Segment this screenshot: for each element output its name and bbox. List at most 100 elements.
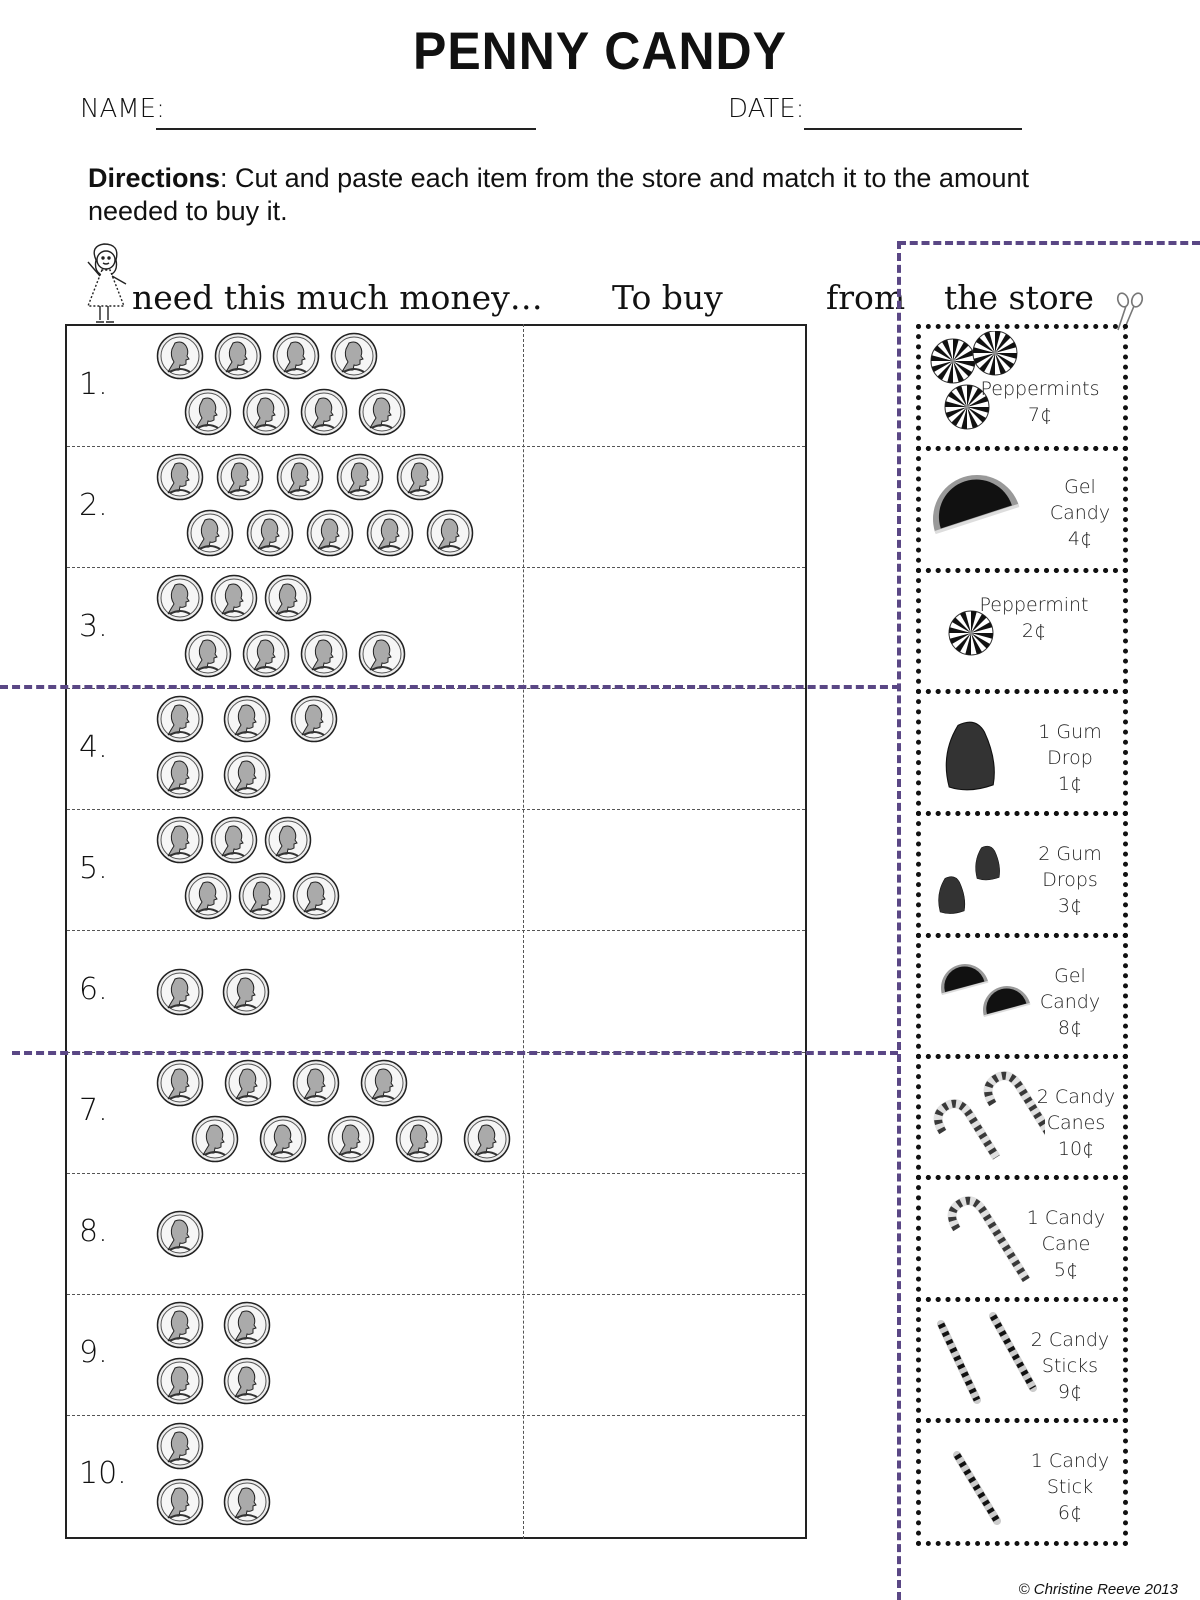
penny-icon (210, 574, 258, 622)
penny-icon (336, 453, 384, 501)
table-row: 10. (67, 1416, 805, 1537)
table-row: 8. (67, 1174, 805, 1295)
header-store: the store (944, 278, 1094, 317)
header-money: need this much money… (132, 278, 543, 317)
row-number: 5. (79, 850, 108, 886)
table-row: 6. (67, 932, 805, 1053)
penny-icon (223, 1301, 271, 1349)
cut-line-vertical (897, 241, 901, 1600)
table-row: 4. (67, 689, 807, 811)
row-number: 10. (79, 1456, 127, 1492)
penny-icon (395, 1115, 443, 1163)
penny-icon (259, 1115, 307, 1163)
gel-candy-icon (933, 475, 1020, 535)
penny-icon (360, 1059, 408, 1107)
penny-icon (186, 509, 234, 557)
paste-slot[interactable] (526, 932, 807, 1052)
penny-icon (156, 751, 204, 799)
store-item-label: Peppermints 7¢ (980, 378, 1100, 426)
penny-icon (156, 695, 204, 743)
penny-icon (242, 388, 290, 436)
store-item-label: Peppermint 2¢ (979, 594, 1089, 642)
penny-icon (156, 1301, 204, 1349)
candy-stick-icon (953, 1451, 1001, 1525)
penny-icon (264, 816, 312, 864)
store-item-label: 1 Gum Drop 1¢ (1038, 721, 1102, 795)
penny-icon (216, 453, 264, 501)
penny-icon (272, 332, 320, 380)
date-field[interactable] (804, 128, 1022, 130)
header-to-buy: To buy (612, 278, 723, 317)
penny-icon (264, 574, 312, 622)
store-item-label: 1 Candy Cane 5¢ (1026, 1207, 1106, 1281)
penny-icon (292, 1059, 340, 1107)
gel-candies-icon (941, 964, 1031, 1018)
penny-icon (327, 1115, 375, 1163)
store-item[interactable] (916, 1418, 1128, 1546)
penny-icon (358, 630, 406, 678)
penny-icon (223, 695, 271, 743)
table-row: 5. (67, 810, 807, 932)
store-item-label: 1 Candy Stick 6¢ (1030, 1450, 1110, 1524)
penny-icon (366, 509, 414, 557)
penny-icon (156, 574, 204, 622)
row-number: 4. (79, 729, 108, 765)
row-number: 8. (79, 1214, 108, 1250)
penny-icon (156, 332, 204, 380)
paste-slot[interactable] (526, 810, 807, 930)
penny-icon (463, 1115, 511, 1163)
penny-icon (426, 509, 474, 557)
store-item-label: 2 Gum Drops 3¢ (1038, 843, 1102, 917)
paste-slot[interactable] (526, 689, 807, 809)
paste-slot[interactable] (526, 1416, 807, 1537)
peppermint-icon (948, 610, 994, 656)
penny-icon (292, 872, 340, 920)
penny-icon (300, 388, 348, 436)
row-number: 3. (79, 608, 108, 644)
penny-icon (242, 630, 290, 678)
penny-icon (156, 1422, 204, 1470)
penny-icon (224, 1059, 272, 1107)
paste-slot[interactable] (526, 568, 807, 688)
table-row: 1. (67, 326, 807, 448)
paste-slot[interactable] (526, 447, 807, 567)
penny-icon (191, 1115, 239, 1163)
date-label: DATE: (728, 94, 805, 124)
page-title: PENNY CANDY (412, 21, 788, 81)
name-field[interactable] (156, 128, 536, 130)
paste-slot[interactable] (526, 1174, 807, 1294)
penny-icon (156, 1059, 204, 1107)
row-number: 1. (79, 366, 108, 402)
table-row: 2. (67, 447, 807, 569)
store-item-label: 2 Candy Canes 10¢ (1036, 1086, 1116, 1160)
paste-slot[interactable] (526, 1295, 807, 1415)
paste-slot[interactable] (526, 326, 807, 446)
row-number: 6. (79, 972, 108, 1008)
penny-icon (156, 1210, 204, 1258)
penny-icon (184, 630, 232, 678)
table-row: 7. (67, 1053, 805, 1174)
store-item[interactable] (916, 1054, 1128, 1180)
penny-icon (330, 332, 378, 380)
penny-icon (156, 1357, 204, 1405)
girl-figure-icon (86, 243, 127, 323)
penny-icon (276, 453, 324, 501)
name-label: NAME: (80, 94, 165, 124)
directions-label: Directions (88, 163, 221, 193)
store-item-label: Gel Candy 8¢ (1039, 965, 1101, 1039)
column-divider (523, 324, 524, 1539)
penny-icon (214, 332, 262, 380)
gum-drop-icon (945, 721, 995, 791)
table-row: 3. (67, 568, 807, 690)
directions: Directions: Cut and paste each item from… (88, 162, 1078, 228)
money-table: 1. 2. 3. 4. 5. 6. 7. 8. 9. 10. (65, 324, 807, 1539)
directions-text: : Cut and paste each item from the store… (88, 163, 1029, 226)
paste-slot[interactable] (526, 1053, 807, 1173)
penny-icon (246, 509, 294, 557)
penny-icon (210, 816, 258, 864)
store-item-label: 2 Candy Sticks 9¢ (1030, 1329, 1110, 1403)
candy-sticks-icon (937, 1312, 1037, 1404)
penny-icon (156, 1478, 204, 1526)
gum-drops-icon (938, 845, 1000, 914)
cut-line-horizontal-2 (12, 1051, 898, 1055)
